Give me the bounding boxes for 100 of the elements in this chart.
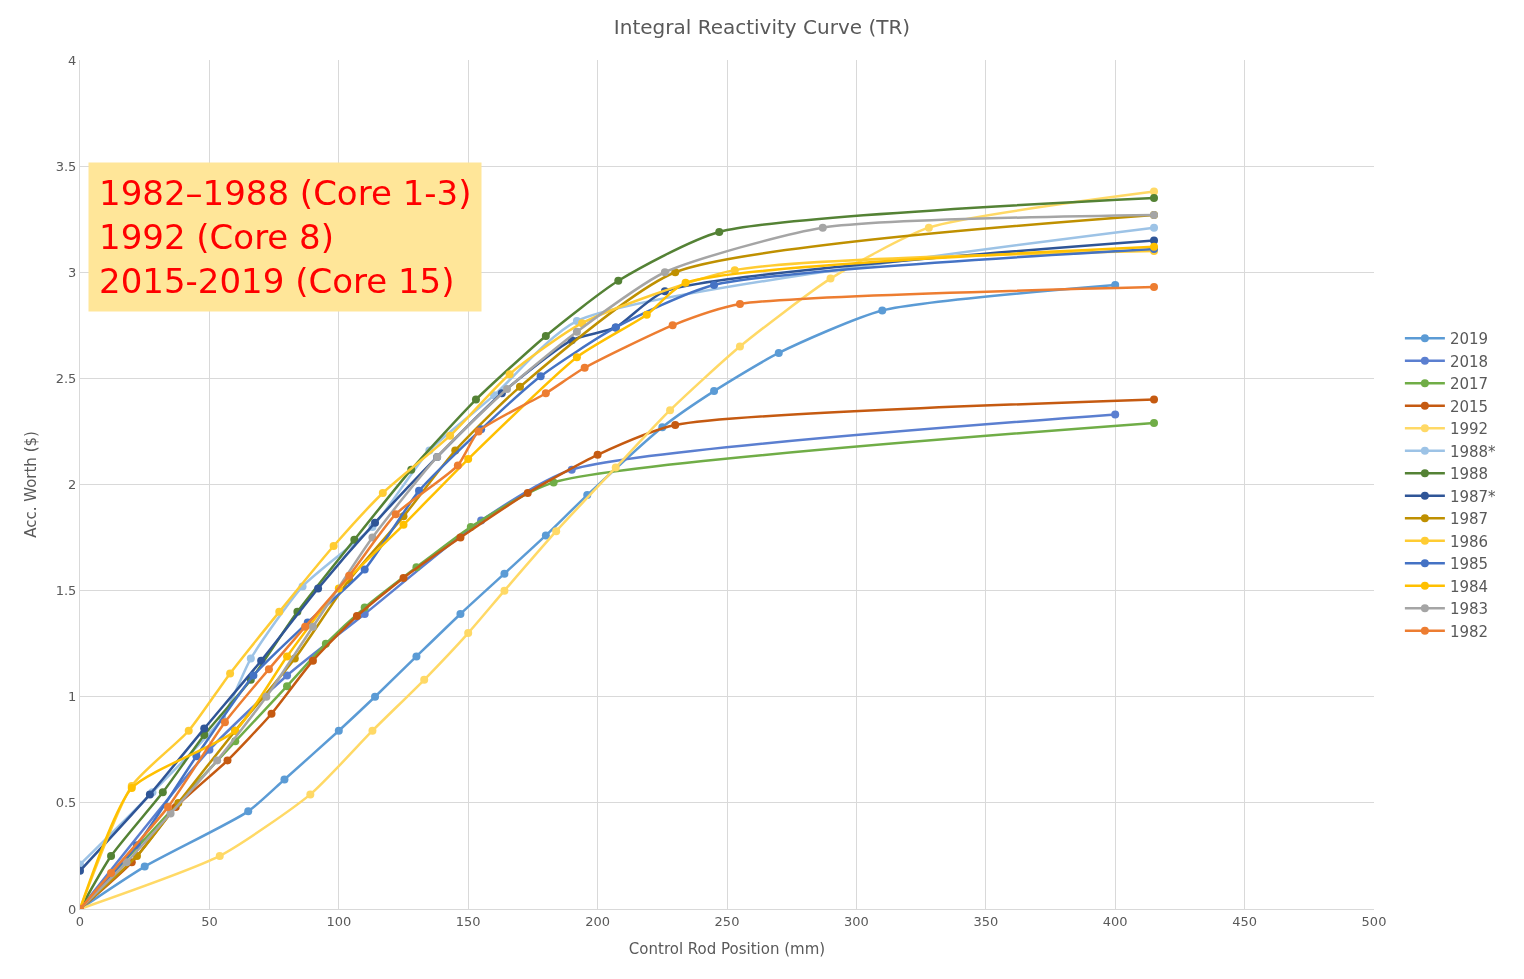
x-tick-label: 400: [1102, 913, 1128, 929]
y-tick-label: 1.5: [55, 583, 77, 599]
point: [275, 607, 284, 616]
point: [257, 656, 266, 665]
y-axis-title: Acc. Worth ($): [21, 431, 40, 538]
point: [249, 671, 258, 680]
point: [878, 306, 887, 315]
y-tick-label: 4: [68, 52, 77, 68]
point: [378, 488, 387, 497]
point: [244, 807, 253, 816]
legend-label: 1985: [1449, 555, 1489, 574]
point: [371, 692, 380, 701]
point: [166, 809, 175, 818]
point: [572, 327, 581, 336]
point: [308, 656, 317, 665]
y-tick-label: 0.5: [55, 795, 77, 811]
x-tick-label: 50: [201, 913, 218, 929]
point: [681, 278, 690, 287]
point: [1111, 410, 1120, 419]
x-tick-label: 150: [455, 913, 481, 929]
point: [215, 851, 224, 860]
legend-label: 1988*: [1449, 442, 1497, 461]
point: [301, 622, 310, 631]
point: [668, 321, 677, 330]
point: [368, 726, 377, 735]
point: [1150, 418, 1159, 427]
x-tick-label: 350: [973, 913, 999, 929]
x-tick-label: 300: [843, 913, 869, 929]
point: [350, 535, 359, 544]
point: [107, 868, 116, 877]
point: [283, 652, 292, 661]
legend-label: 1982: [1449, 622, 1489, 641]
point: [541, 331, 550, 340]
point: [523, 488, 532, 497]
point: [735, 300, 744, 309]
point: [345, 571, 354, 580]
point: [453, 461, 462, 470]
point: [500, 569, 509, 578]
point: [420, 675, 429, 684]
point: [611, 463, 620, 472]
point: [1150, 223, 1159, 232]
point: [710, 387, 719, 396]
y-tick-label: 3: [68, 264, 77, 280]
point: [715, 227, 724, 236]
legend-label: 2015: [1449, 397, 1489, 416]
point: [213, 756, 222, 765]
point: [163, 803, 172, 812]
legend-label: 1986: [1449, 532, 1489, 551]
point: [735, 342, 744, 351]
point: [329, 542, 338, 551]
y-tick-label: 2.5: [55, 370, 77, 386]
point: [505, 370, 514, 379]
point: [246, 654, 255, 663]
point: [593, 450, 602, 459]
point: [306, 790, 315, 799]
x-tick-label: 100: [326, 913, 352, 929]
x-tick-label: 200: [585, 913, 611, 929]
point: [314, 584, 323, 593]
point: [826, 274, 835, 283]
point: [412, 652, 421, 661]
point: [107, 851, 116, 860]
point: [267, 709, 276, 718]
legend-label: 1983: [1449, 600, 1489, 619]
point: [464, 455, 473, 464]
point: [464, 629, 473, 638]
point: [536, 372, 545, 381]
point: [642, 310, 651, 319]
legend-label: 1988: [1449, 465, 1489, 484]
legend-label: 1987*: [1449, 487, 1497, 506]
point: [391, 510, 400, 519]
point: [660, 268, 669, 277]
point: [334, 726, 343, 735]
point: [503, 384, 512, 393]
legend-label: 1992: [1449, 420, 1489, 439]
point: [262, 692, 271, 701]
legend-label: 1987: [1449, 510, 1489, 529]
legend-label: 2017: [1449, 375, 1489, 394]
point: [264, 665, 273, 674]
point: [360, 565, 369, 574]
point: [924, 223, 933, 232]
point: [666, 406, 675, 415]
point: [226, 669, 235, 678]
point: [371, 518, 380, 527]
point: [456, 609, 465, 618]
y-tick-label: 2: [68, 477, 77, 493]
legend-label: 2018: [1449, 352, 1489, 371]
point: [308, 622, 317, 631]
point: [456, 533, 465, 542]
point: [552, 527, 561, 536]
point: [572, 353, 581, 362]
point: [283, 671, 292, 680]
x-tick-label: 500: [1361, 913, 1387, 929]
point: [774, 348, 783, 357]
point: [223, 756, 232, 765]
point: [1150, 283, 1159, 292]
point: [614, 276, 623, 285]
point: [515, 382, 524, 391]
point: [399, 520, 408, 529]
y-tick-label: 1: [68, 689, 77, 705]
point: [541, 389, 550, 398]
